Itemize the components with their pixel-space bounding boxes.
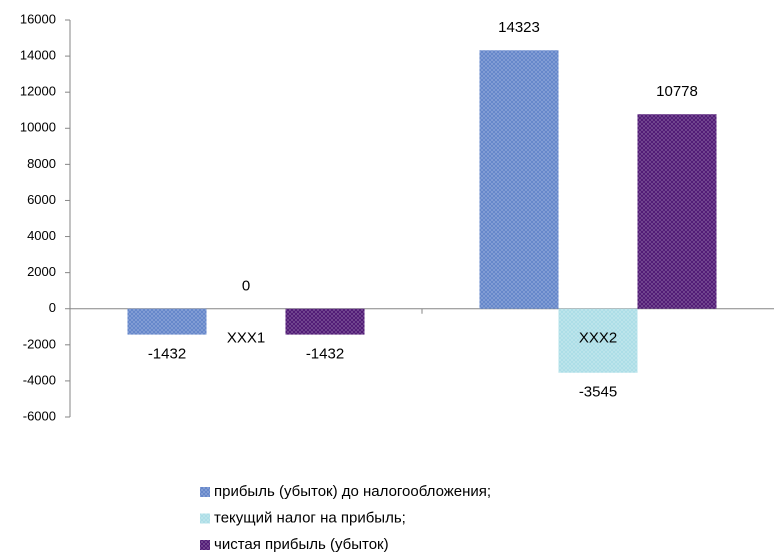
value-label: -1432 bbox=[148, 346, 186, 363]
y-tick-label: 10000 bbox=[20, 120, 56, 135]
legend-label: чистая прибыль (убыток) bbox=[214, 536, 389, 553]
bar-texture bbox=[558, 308, 638, 373]
bar-texture bbox=[637, 114, 717, 309]
value-label: -1432 bbox=[306, 346, 344, 363]
value-label: 14323 bbox=[498, 19, 540, 36]
bar-texture bbox=[127, 308, 207, 335]
y-tick-label: -2000 bbox=[23, 336, 56, 351]
y-tick-label: -4000 bbox=[23, 372, 56, 387]
y-tick-label: -6000 bbox=[23, 408, 56, 423]
x-tick-label: XXX2 bbox=[579, 330, 617, 347]
value-label: 10778 bbox=[656, 83, 698, 100]
bar-texture bbox=[285, 308, 365, 335]
y-tick-label: 16000 bbox=[20, 11, 56, 26]
y-tick-label: 4000 bbox=[27, 228, 56, 243]
legend-swatch-texture bbox=[200, 540, 210, 550]
y-tick-label: 0 bbox=[49, 300, 56, 315]
value-label: -3545 bbox=[579, 384, 617, 401]
legend-label: текущий налог на прибыль; bbox=[214, 509, 406, 526]
x-tick-label: XXX1 bbox=[227, 330, 265, 347]
legend-swatch-texture bbox=[200, 487, 210, 497]
y-tick-label: 2000 bbox=[27, 264, 56, 279]
bar-texture bbox=[479, 50, 559, 309]
legend-swatch-texture bbox=[200, 513, 210, 524]
y-tick-label: 8000 bbox=[27, 156, 56, 171]
legend-label: прибыль (убыток) до налогообложения; bbox=[214, 483, 491, 500]
y-tick-label: 12000 bbox=[20, 84, 56, 99]
y-tick-label: 14000 bbox=[20, 48, 56, 63]
value-label: 0 bbox=[242, 278, 250, 295]
y-tick-label: 6000 bbox=[27, 192, 56, 207]
